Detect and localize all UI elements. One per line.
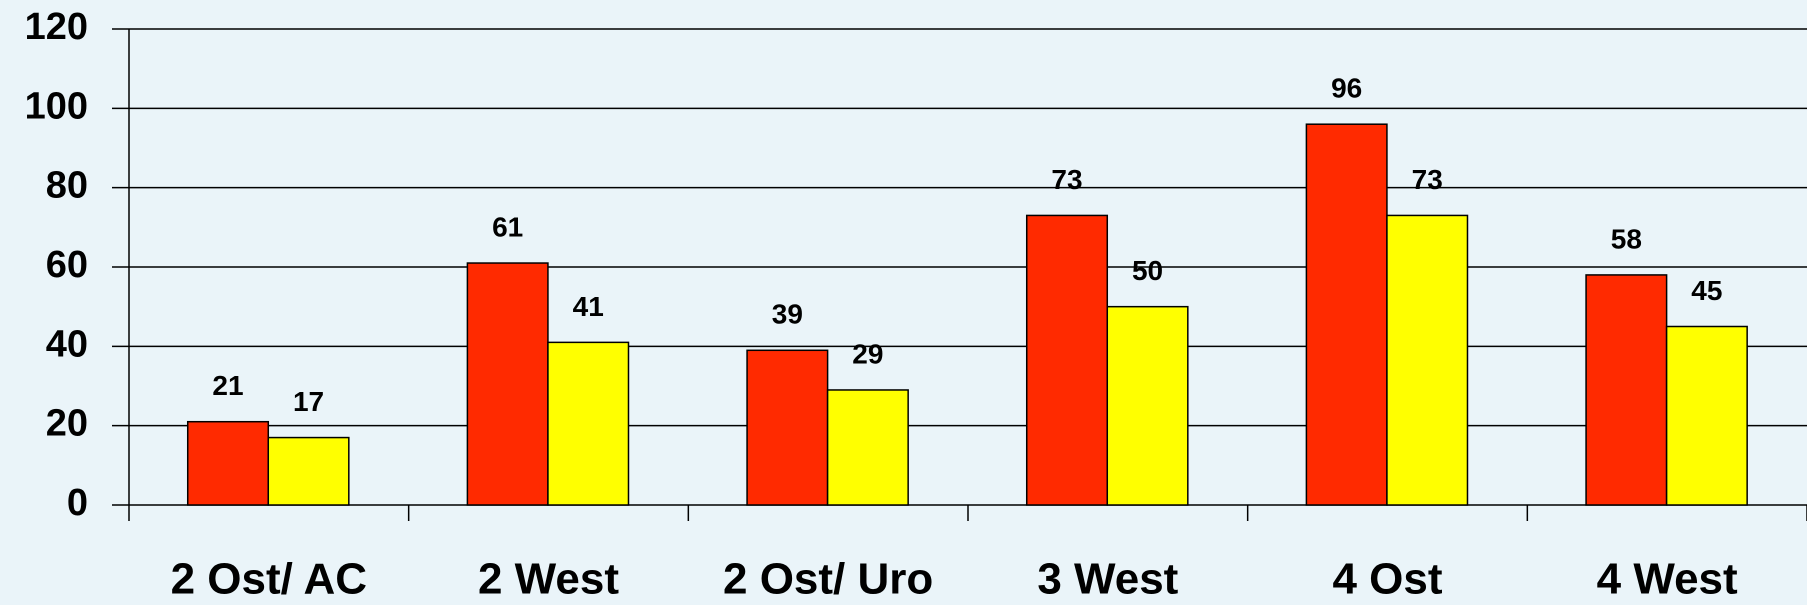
value-label: 73 [1412, 164, 1443, 195]
bar [826, 389, 909, 506]
x-tick-label: 2 Ost/ AC [171, 555, 367, 604]
value-label: 29 [852, 338, 883, 369]
value-label: 39 [772, 299, 803, 330]
value-label: 50 [1132, 255, 1163, 286]
x-tick-label: 4 Ost [1332, 555, 1442, 604]
bar [746, 349, 829, 506]
y-tick-label: 100 [25, 85, 88, 127]
bar [1665, 325, 1748, 506]
bar [1106, 305, 1189, 506]
y-tick-label: 20 [46, 403, 88, 445]
y-tick-label: 80 [46, 165, 88, 207]
y-tick-label: 60 [46, 244, 88, 286]
bar [1305, 123, 1388, 506]
value-label: 41 [573, 291, 604, 322]
value-label: 73 [1051, 164, 1082, 195]
x-tick-label: 2 West [478, 555, 619, 604]
bar [1386, 214, 1469, 506]
bar [466, 262, 549, 506]
value-label: 17 [293, 386, 324, 417]
bar [267, 436, 350, 506]
value-label: 21 [212, 370, 243, 401]
x-tick-label: 3 West [1037, 555, 1178, 604]
y-tick-label: 40 [46, 323, 88, 365]
y-tick-label: 120 [25, 6, 88, 48]
bar [1025, 214, 1109, 506]
value-label: 61 [492, 211, 523, 242]
bar [547, 341, 630, 506]
value-label: 45 [1691, 275, 1722, 306]
x-tick-label: 4 West [1597, 555, 1738, 604]
value-label: 96 [1331, 73, 1362, 104]
value-label: 58 [1611, 223, 1642, 254]
x-tick-label: 2 Ost/ Uro [723, 555, 933, 604]
bar [186, 420, 270, 506]
bar [1585, 274, 1668, 506]
y-tick-label: 0 [67, 482, 88, 524]
